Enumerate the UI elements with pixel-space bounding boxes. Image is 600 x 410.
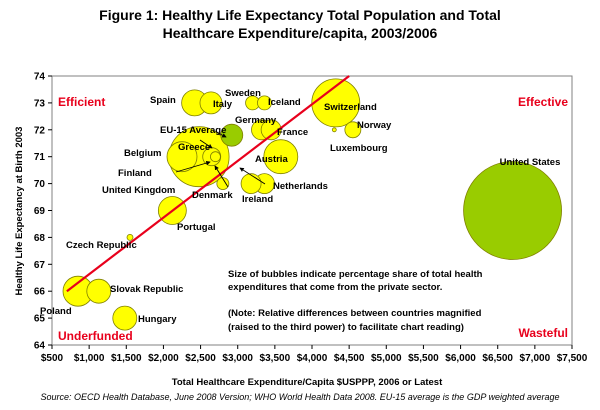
label-germany: Germany xyxy=(235,115,277,126)
netherlands-arrow xyxy=(239,167,266,185)
x-tick-label: $5,500 xyxy=(408,353,439,364)
label-belgium: Belgium xyxy=(124,148,161,159)
bubble-czech-republic xyxy=(126,233,134,241)
x-tick-label: $3,000 xyxy=(222,353,253,364)
bubble-labels: Poland Slovak Republic Hungary Czech Republ… xyxy=(40,88,560,325)
x-tick-label: $500 xyxy=(41,353,64,364)
x-tick-label: $4,000 xyxy=(297,353,328,364)
x-tick-label: $1,500 xyxy=(111,353,142,364)
bubble-austria xyxy=(263,139,299,175)
finland-arrow xyxy=(175,160,211,173)
greece-arrow xyxy=(199,139,213,149)
y-tick-label: 65 xyxy=(34,314,46,325)
y-tick-label: 64 xyxy=(34,341,46,352)
bubble-united-states xyxy=(463,161,562,260)
bubble-norway xyxy=(344,121,362,139)
label-finland: Finland xyxy=(118,168,152,179)
note-line-1: Size of bubbles indicate percentage shar… xyxy=(228,269,483,280)
y-tick-label: 69 xyxy=(34,206,46,217)
bubble-denmark xyxy=(216,177,230,191)
bubble-united-kingdom xyxy=(210,151,221,163)
x-tick-label: $4,500 xyxy=(334,353,365,364)
y-tick-label: 73 xyxy=(34,98,46,109)
eu15-arrow xyxy=(217,132,227,138)
bubble-hungary xyxy=(112,305,138,331)
bubble-switzerland xyxy=(311,78,361,128)
bubble-belgium xyxy=(166,141,198,173)
x-tick-label: $2,000 xyxy=(148,353,179,364)
label-switzerland: Switzerland xyxy=(324,102,377,113)
x-tick-label: $3,500 xyxy=(260,353,291,364)
label-czech: Czech Republic xyxy=(66,240,137,251)
x-tick-label: $2,500 xyxy=(185,353,216,364)
y-tick-label: 68 xyxy=(34,233,46,244)
label-spain: Spain xyxy=(150,95,176,106)
x-tick-label: $6,500 xyxy=(482,353,513,364)
y-axis-title: Healthy Life Expectancy at Birth 2003 xyxy=(14,127,25,296)
bubble-france xyxy=(260,119,282,141)
quadrant-wasteful: Wasteful xyxy=(518,326,568,340)
label-netherlands: Netherlands xyxy=(273,181,328,192)
label-us: United States xyxy=(500,157,561,168)
label-norway: Norway xyxy=(357,120,392,131)
bubbles xyxy=(62,78,562,331)
label-poland: Poland xyxy=(40,306,72,317)
label-luxembourg: Luxembourg xyxy=(330,143,388,154)
label-slovak: Slovak Republic xyxy=(110,284,183,295)
trend-line xyxy=(66,75,350,293)
label-sweden: Sweden xyxy=(225,88,261,99)
label-denmark: Denmark xyxy=(192,190,233,201)
label-italy: Italy xyxy=(213,99,233,110)
quadrant-efficient: Efficient xyxy=(58,95,105,109)
bubble-slovak-republic xyxy=(86,278,112,304)
note-line-4: (raised to the third power) to facilitat… xyxy=(228,322,464,333)
bubble-eu-15-average xyxy=(220,123,244,147)
label-ireland: Ireland xyxy=(242,194,273,205)
label-greece: Greece xyxy=(178,142,210,153)
label-iceland: Iceland xyxy=(268,97,301,108)
label-eu15: EU-15 Average xyxy=(160,125,226,136)
x-tick-label: $5,000 xyxy=(371,353,402,364)
label-france: France xyxy=(277,127,308,138)
bubble-italy xyxy=(199,91,223,115)
uk-arrow xyxy=(214,165,229,188)
label-portugal: Portugal xyxy=(177,222,216,233)
chart-title-line-2: Healthcare Expenditure/capita, 2003/2006 xyxy=(162,25,438,41)
x-tick-label: $7,000 xyxy=(520,353,551,364)
y-tick-label: 71 xyxy=(34,152,46,163)
source-note: Source: OECD Health Database, June 2008 … xyxy=(40,392,560,402)
x-tick-label: $6,000 xyxy=(445,353,476,364)
label-hungary: Hungary xyxy=(138,314,177,325)
y-tick-label: 70 xyxy=(34,179,46,190)
bubble-iceland xyxy=(257,95,272,111)
quadrant-effective: Effective xyxy=(518,95,568,109)
note-line-3: (Note: Relative differences between coun… xyxy=(228,308,482,319)
quadrant-underfunded: Underfunded xyxy=(58,329,133,343)
y-tick-label: 66 xyxy=(34,287,46,298)
trend-line-group xyxy=(66,75,350,293)
chart-title: Figure 1: Healthy Life Expectancy Total … xyxy=(0,6,600,42)
bubble-luxembourg xyxy=(331,127,337,133)
label-uk: United Kingdom xyxy=(102,185,175,196)
x-axis-title: Total Healthcare Expenditure/Capita $USP… xyxy=(172,377,443,388)
y-tick-label: 74 xyxy=(34,72,46,83)
x-tick-label: $1,000 xyxy=(74,353,105,364)
bubble-ireland xyxy=(240,173,262,195)
x-tick-label: $7,500 xyxy=(557,353,588,364)
label-austria: Austria xyxy=(255,154,288,165)
chart-title-line-1: Figure 1: Healthy Life Expectancy Total … xyxy=(99,7,501,23)
note-line-2: expenditures that come from the private … xyxy=(228,282,442,293)
y-tick-label: 72 xyxy=(34,125,46,136)
y-tick-label: 67 xyxy=(34,260,46,271)
